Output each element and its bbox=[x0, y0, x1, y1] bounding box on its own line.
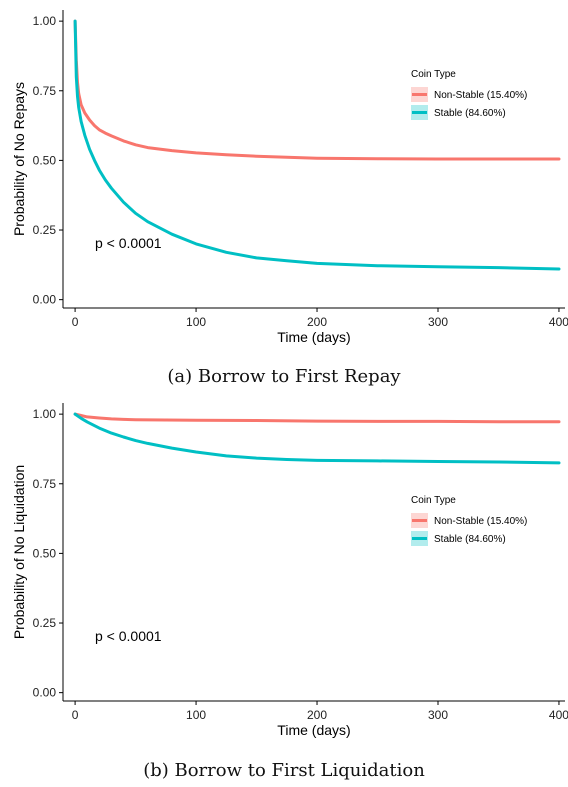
p-value-annotation: p < 0.0001 bbox=[95, 235, 162, 251]
series-line-stable bbox=[73, 412, 561, 465]
y-axis-label: Probability of No Liquidation bbox=[11, 465, 27, 639]
x-tick-label: 0 bbox=[72, 315, 79, 329]
x-tick-label: 400 bbox=[549, 315, 568, 329]
legend-title: Coin Type bbox=[411, 69, 456, 80]
x-tick-label: 300 bbox=[428, 708, 448, 722]
y-tick-label: 1.00 bbox=[33, 14, 57, 28]
x-tick-label: 400 bbox=[549, 708, 568, 722]
legend: Coin Type Non-Stable (15.40%) Stable (84.6… bbox=[411, 495, 527, 546]
x-tick-label: 300 bbox=[428, 315, 448, 329]
chart-a: 0.00 0.25 0.50 0.75 1.00 0 100 200 300 400 Time (d… bbox=[11, 10, 568, 387]
series-line-non-stable bbox=[73, 412, 561, 424]
y-tick-label: 0.75 bbox=[33, 477, 57, 491]
y-axis-label: Probability of No Repays bbox=[11, 82, 27, 236]
y-tick-label: 0.50 bbox=[33, 546, 57, 560]
y-tick-label: 1.00 bbox=[33, 407, 57, 421]
y-tick-label: 0.25 bbox=[33, 223, 57, 237]
x-tick-label: 0 bbox=[72, 708, 79, 722]
p-value-annotation: p < 0.0001 bbox=[95, 628, 162, 644]
x-tick-label: 200 bbox=[307, 315, 327, 329]
legend-label: Non-Stable (15.40%) bbox=[434, 516, 527, 527]
legend-label: Stable (84.60%) bbox=[434, 534, 506, 545]
y-tick-label: 0.50 bbox=[33, 153, 57, 167]
chart-b: 0.00 0.25 0.50 0.75 1.00 0 100 200 300 400 Time (d… bbox=[11, 403, 568, 781]
y-tick-label: 0.00 bbox=[33, 686, 57, 700]
x-tick-label: 100 bbox=[186, 708, 206, 722]
figure-caption: (a) Borrow to First Repay bbox=[167, 366, 401, 387]
legend-title: Coin Type bbox=[411, 495, 456, 506]
legend-label: Non-Stable (15.40%) bbox=[434, 90, 527, 101]
x-tick-label: 100 bbox=[186, 315, 206, 329]
legend-label: Stable (84.60%) bbox=[434, 108, 506, 119]
series-line-stable bbox=[73, 19, 561, 271]
x-tick-label: 200 bbox=[307, 708, 327, 722]
y-tick-label: 0.25 bbox=[33, 616, 57, 630]
series-line-non-stable bbox=[73, 19, 561, 161]
x-axis-label: Time (days) bbox=[277, 722, 350, 738]
legend: Coin Type Non-Stable (15.40%) Stable (84.6… bbox=[411, 69, 527, 120]
figure-caption: (b) Borrow to First Liquidation bbox=[143, 760, 425, 781]
x-axis-label: Time (days) bbox=[277, 329, 350, 345]
y-tick-label: 0.75 bbox=[33, 84, 57, 98]
y-tick-label: 0.00 bbox=[33, 293, 57, 307]
